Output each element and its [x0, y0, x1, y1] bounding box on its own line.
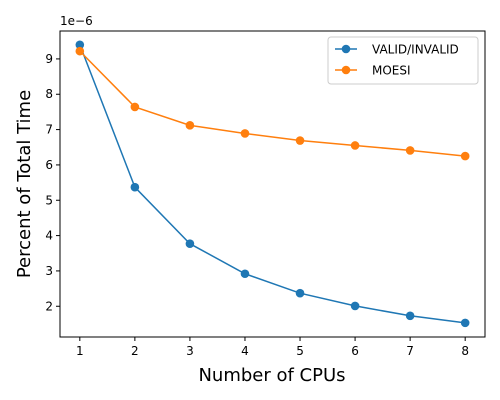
data-point-valid-invalid	[350, 301, 360, 311]
y-tick-label: 5	[45, 193, 53, 207]
series-line-valid-invalid	[79, 44, 466, 324]
data-point-valid-invalid	[75, 40, 85, 50]
data-point-moesi	[185, 121, 195, 130]
x-tick-label: 1	[76, 344, 84, 358]
legend-marker-valid-invalid	[341, 44, 351, 54]
y-axis-label: Percent of Total Time	[14, 90, 35, 278]
x-tick-label: 2	[131, 344, 139, 358]
legend-marker-moesi	[341, 65, 351, 75]
legend-box	[327, 36, 479, 85]
data-point-moesi	[295, 136, 305, 145]
data-point-moesi	[240, 129, 250, 138]
x-axis-ticks: 1 2 3 4 5 6 7 8	[76, 337, 469, 358]
y-tick-label: 7	[45, 123, 53, 137]
y-scale-label: 1e−6	[60, 14, 93, 28]
series-group	[75, 40, 470, 328]
data-point-moesi	[460, 151, 470, 161]
legend: VALID/INVALID MOESI	[327, 36, 479, 85]
x-tick-label: 3	[186, 344, 194, 358]
x-tick-label: 7	[406, 344, 414, 358]
legend-label-moesi: MOESI	[372, 64, 411, 78]
data-point-valid-invalid	[405, 311, 415, 321]
data-point-valid-invalid	[130, 182, 140, 192]
y-tick-label: 4	[45, 229, 53, 243]
y-tick-label: 6	[45, 158, 53, 172]
data-point-moesi	[350, 141, 360, 150]
y-tick-label: 3	[45, 264, 53, 278]
y-tick-label: 9	[45, 52, 53, 66]
legend-label-valid-invalid: VALID/INVALID	[372, 43, 459, 57]
y-axis-ticks: 2 3 4 5 6 7 8 9	[45, 52, 60, 313]
data-point-moesi	[130, 102, 140, 112]
data-point-valid-invalid	[240, 269, 250, 279]
data-point-valid-invalid	[185, 239, 195, 249]
data-point-moesi	[75, 46, 85, 56]
x-tick-label: 5	[296, 344, 304, 358]
x-tick-label: 8	[461, 344, 469, 358]
series-line-moesi	[79, 50, 466, 157]
x-tick-label: 4	[241, 344, 249, 358]
y-tick-label: 2	[45, 299, 53, 313]
data-point-moesi	[405, 146, 415, 155]
y-tick-label: 8	[45, 87, 53, 101]
data-point-valid-invalid	[460, 318, 470, 328]
x-tick-label: 6	[351, 344, 359, 358]
x-axis-label: Number of CPUs	[198, 365, 345, 386]
data-point-valid-invalid	[295, 288, 305, 298]
